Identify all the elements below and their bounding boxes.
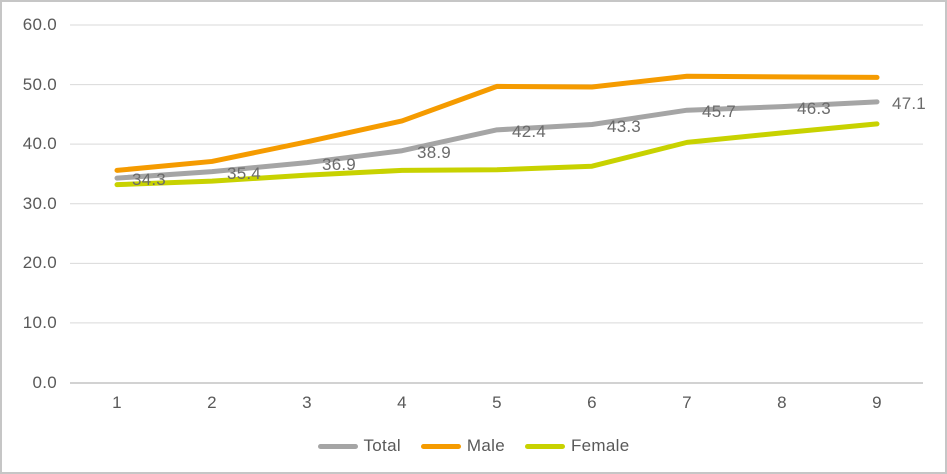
- data-label: 46.3: [797, 98, 831, 118]
- series-line-male: [114, 73, 880, 173]
- x-axis-tick-label: 2: [207, 393, 217, 412]
- data-label: 38.9: [417, 142, 451, 162]
- y-axis-tick-label: 60.0: [22, 15, 57, 34]
- legend-item-female: Female: [524, 436, 630, 456]
- legend-item-total: Total: [317, 436, 401, 456]
- x-axis-tick-label: 7: [682, 393, 692, 412]
- data-label: 45.7: [702, 102, 736, 122]
- x-axis-tick-label: 5: [492, 393, 502, 412]
- legend-label: Total: [363, 436, 401, 455]
- y-axis-tick-label: 0.0: [32, 372, 57, 392]
- x-axis-tick-label: 3: [302, 393, 312, 412]
- x-axis-tick-label: 8: [777, 393, 787, 412]
- data-label: 47.1: [892, 93, 926, 113]
- x-axis-tick-label: 1: [112, 393, 122, 412]
- y-axis-tick-label: 50.0: [22, 74, 57, 94]
- data-label: 42.4: [512, 121, 546, 141]
- y-axis-tick-label: 20.0: [22, 253, 57, 273]
- data-label: 36.9: [322, 154, 356, 174]
- legend-label: Male: [466, 436, 505, 455]
- x-axis-tick-label: 4: [397, 393, 407, 412]
- legend-swatch-male: [420, 443, 461, 449]
- series-line-female: [114, 121, 880, 188]
- y-axis-tick-label: 10.0: [22, 312, 57, 332]
- y-axis-tick-label: 40.0: [22, 134, 57, 154]
- x-axis-tick-label: 6: [587, 393, 597, 412]
- legend-swatch-total: [317, 443, 358, 449]
- x-axis-tick-label: 9: [872, 393, 882, 412]
- series-line-total: [114, 99, 880, 181]
- legend-swatch-female: [524, 443, 565, 449]
- legend-item-male: Male: [420, 436, 505, 456]
- data-label: 43.3: [607, 116, 641, 136]
- legend: Total Male Female: [2, 435, 945, 457]
- y-axis-tick-label: 30.0: [22, 193, 57, 213]
- data-label: 35.4: [227, 163, 261, 183]
- legend-label: Female: [570, 436, 630, 455]
- data-label: 34.3: [132, 170, 166, 190]
